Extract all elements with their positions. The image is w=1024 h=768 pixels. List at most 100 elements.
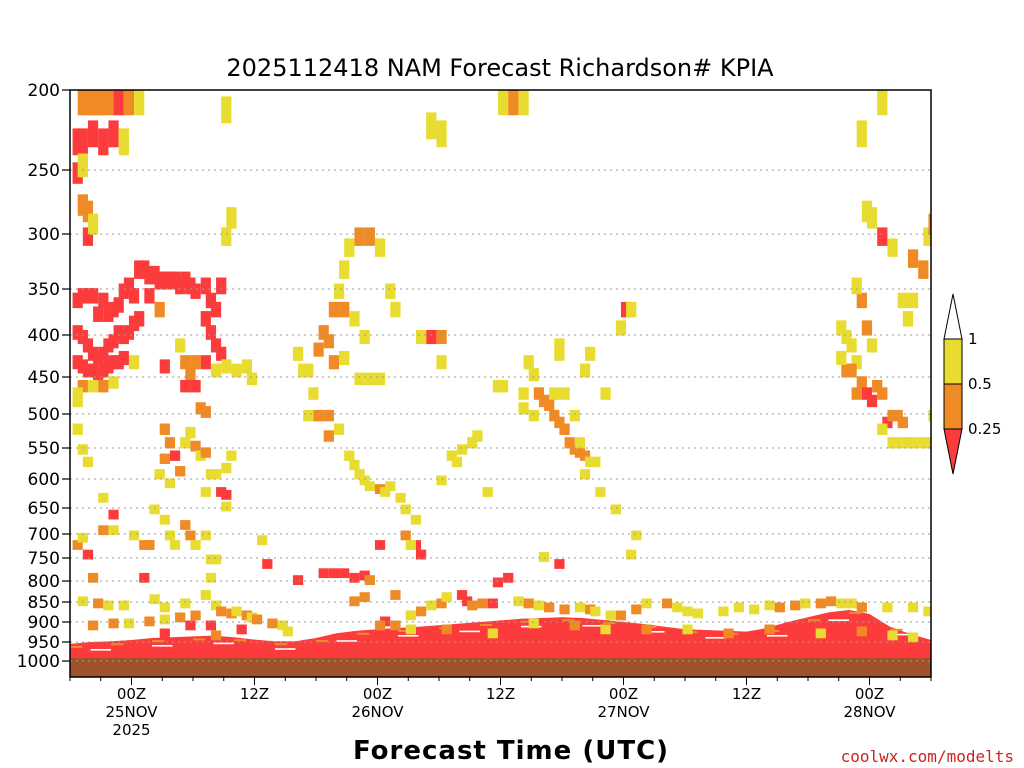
ri-cell [882, 416, 893, 429]
y-tick-label: 800 [28, 572, 60, 592]
ri-cell [103, 90, 114, 116]
ri-cell [554, 346, 565, 361]
ri-cell [190, 355, 201, 370]
ri-cell [292, 575, 304, 585]
ri-cell [518, 387, 529, 400]
ri-cell [405, 610, 416, 621]
ri-cell [487, 628, 498, 639]
ri-cell [861, 387, 873, 400]
ri-cell [159, 614, 170, 625]
ri-cell [590, 606, 601, 617]
ri-cell [180, 379, 191, 393]
ri-cell [72, 423, 83, 435]
ri-cell [349, 459, 360, 471]
ri-cell [175, 338, 186, 353]
ri-cell [764, 600, 775, 611]
ri-cell [682, 606, 693, 617]
ri-cell [77, 153, 88, 178]
ri-cell [533, 600, 545, 611]
ri-cell [385, 283, 396, 299]
ri-cell [118, 600, 129, 611]
ri-cell [82, 227, 94, 246]
ri-cell [180, 520, 191, 530]
ri-cell [825, 596, 837, 607]
ri-cell [846, 363, 857, 378]
ri-cell [907, 249, 919, 268]
y-tick-label: 950 [28, 633, 60, 653]
ri-cell [87, 379, 99, 393]
ri-cell [907, 632, 919, 643]
ri-cell [216, 606, 227, 617]
ri-cell [364, 227, 375, 246]
ri-cell [559, 387, 570, 400]
boundary-layer-streak [357, 632, 370, 635]
ri-cell [169, 540, 181, 550]
ri-cell [154, 301, 165, 318]
ri-cell [313, 409, 324, 422]
ri-cell [497, 90, 509, 116]
ri-cell [77, 128, 88, 156]
ri-cell [159, 423, 170, 435]
ri-cell [144, 288, 155, 304]
ri-cell [257, 535, 268, 546]
ri-cell [692, 608, 703, 619]
ri-cell [354, 372, 365, 385]
ri-cell [836, 350, 847, 366]
ri-cell [436, 355, 447, 370]
ri-cell [292, 346, 304, 361]
ri-cell [210, 301, 222, 318]
colorbar-swatch-0.25-0.5 [943, 383, 963, 430]
ri-cell [339, 301, 350, 318]
ri-cell [887, 630, 898, 641]
boundary-layer-streak [849, 612, 862, 614]
ri-cell [180, 355, 191, 370]
ri-cell [800, 598, 811, 609]
ri-cell [205, 620, 217, 631]
ri-cell [277, 620, 288, 631]
ri-cell [164, 437, 176, 449]
credit-link[interactable]: coolwx.com/modelts [841, 747, 1014, 766]
ri-cell [564, 437, 575, 449]
colorbar-swatch-below-0.25 [943, 428, 963, 475]
ri-cell [877, 227, 888, 246]
ri-cell [221, 359, 232, 374]
ri-cell [200, 277, 211, 295]
ri-cell [846, 338, 857, 353]
boundary-layer-gap [644, 631, 665, 633]
ri-cell [549, 409, 560, 422]
ri-cell [226, 207, 237, 229]
ri-cell [508, 90, 519, 116]
x-tick-label: 00Z [609, 685, 638, 703]
x-tick-label: 00Z [117, 685, 146, 703]
ri-cell [98, 346, 109, 361]
x-tick-label: 26NOV [351, 703, 404, 721]
ri-cell [344, 238, 355, 257]
ri-cell [892, 437, 903, 449]
ri-cell [180, 437, 191, 449]
ri-cell [467, 600, 478, 611]
ri-cell [318, 325, 329, 340]
ri-cell [359, 592, 370, 602]
boundary-layer-streak [70, 645, 83, 648]
y-axis: 200 250 300 350 400 450 500 550 600 650 700 750 8008… [17, 81, 70, 672]
ri-cell [200, 447, 211, 458]
boundary-layer-gap [213, 642, 234, 645]
ri-cell [523, 355, 534, 370]
ri-cell [415, 606, 427, 617]
ri-cell [600, 387, 611, 400]
ri-cell [902, 311, 914, 327]
ri-cell [907, 602, 919, 613]
y-tick-label: 650 [28, 499, 60, 519]
ri-cell [210, 554, 222, 565]
ri-cell [364, 575, 375, 585]
ri-cell [513, 596, 524, 607]
ri-cell [77, 596, 88, 607]
boundary-layer-gap [705, 637, 726, 639]
ri-cell [528, 368, 539, 382]
ri-cell [451, 456, 463, 468]
ri-cell [610, 504, 621, 515]
x-tick-label: 00Z [855, 685, 884, 703]
ri-cell [339, 350, 350, 366]
ri-cell [390, 301, 401, 318]
